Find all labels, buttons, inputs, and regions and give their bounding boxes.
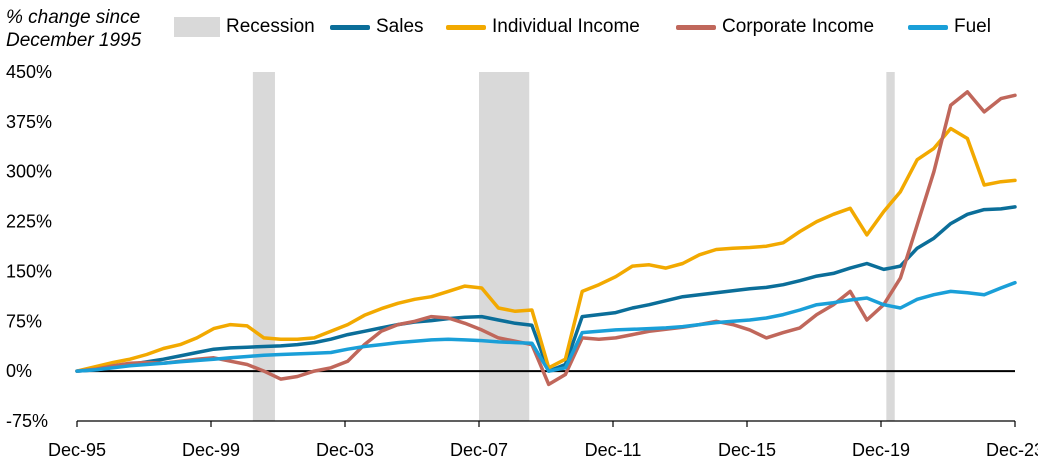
recession-band-2 <box>479 72 530 421</box>
recession-band-3 <box>886 72 895 421</box>
y-axis-title: % change since December 1995 <box>6 7 142 51</box>
x-tick-label: Dec-07 <box>450 440 508 460</box>
series-line-corporate-income <box>75 90 1017 387</box>
recession-bands <box>252 72 895 421</box>
series-line-individual-income <box>75 126 1017 373</box>
corporate-income-swatch <box>676 24 716 30</box>
x-tick-label: Dec-23 <box>986 440 1038 460</box>
legend-item-corporate-income: Corporate Income <box>676 16 874 38</box>
x-tick-label: Dec-99 <box>182 440 240 460</box>
axes: 450% 375% 300% 225% 150% 75% 0% -75%Dec-95 Dec-9… <box>6 62 1038 460</box>
x-tick-label: Dec-03 <box>316 440 374 460</box>
individual-income-swatch <box>446 24 486 30</box>
legend-label-sales: Sales <box>376 16 424 37</box>
y-tick-label: 0% <box>6 361 32 381</box>
y-tick-label: 300% <box>6 162 52 182</box>
y-tick-label: 75% <box>6 311 42 331</box>
x-tick-label: Dec-15 <box>718 440 776 460</box>
legend-label-corporate-income: Corporate Income <box>722 16 875 37</box>
legend-item-fuel: Fuel <box>908 16 991 38</box>
y-tick-label: 225% <box>6 212 52 232</box>
x-tick-label: Dec-19 <box>852 440 910 460</box>
legend-label-individual-income: Individual Income <box>492 16 640 37</box>
legend-item-individual-income: Individual Income <box>446 16 640 38</box>
recession-swatch <box>174 17 220 37</box>
x-tick-label: Dec-11 <box>585 440 642 460</box>
series-line-fuel <box>75 280 1017 373</box>
series-line-sales <box>75 205 1017 373</box>
y-tick-label: -75% <box>6 411 48 431</box>
y-tick-label: 150% <box>6 261 52 281</box>
legend-item-recession: Recession <box>174 16 315 38</box>
y-tick-label: 375% <box>6 112 52 132</box>
series-lines <box>75 90 1017 387</box>
x-tick-label: Dec-95 <box>48 440 106 460</box>
legend-label-fuel: Fuel <box>954 16 991 37</box>
legend-item-sales: Sales <box>330 16 424 38</box>
fuel-swatch <box>908 24 948 30</box>
legend-label-recession: Recession <box>226 16 315 37</box>
y-tick-label: 450% <box>6 62 52 82</box>
sales-swatch <box>330 24 370 30</box>
